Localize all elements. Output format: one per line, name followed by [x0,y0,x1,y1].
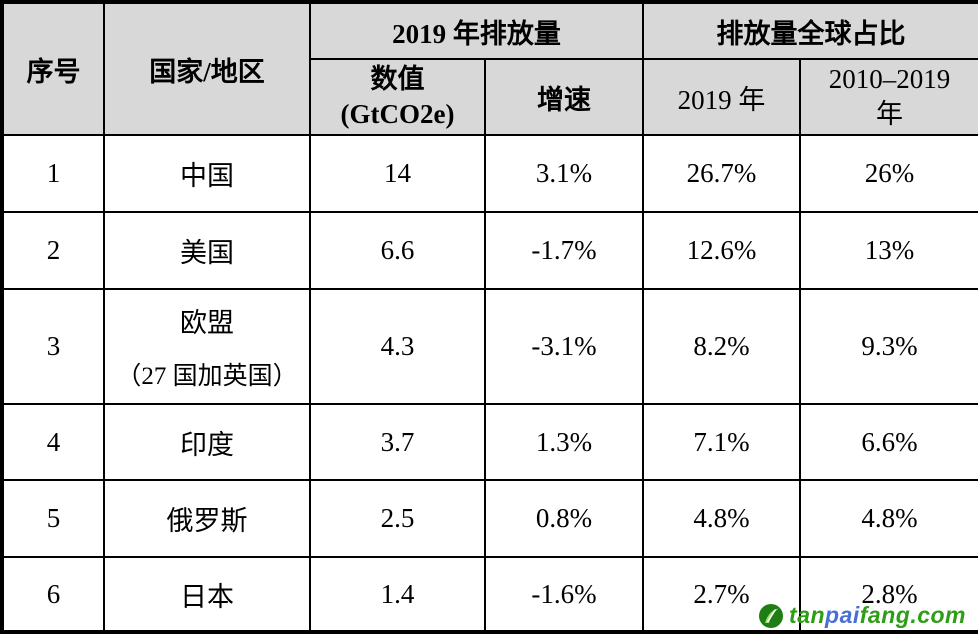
cell-country: 日本 [103,556,311,633]
country-name: 欧盟 [180,308,234,338]
cell-growth: 3.1% [484,134,644,213]
table-row: 6 日本 1.4 -1.6% 2.7% 2.8% [1,556,978,633]
table-row: 4 印度 3.7 1.3% 7.1% 6.6% [1,403,978,481]
cell-share-decade: 4.8% [799,479,978,558]
cell-share-2019: 7.1% [642,403,801,481]
cell-growth: 0.8% [484,479,644,558]
cell-no: 4 [1,403,105,481]
header-value-line1: 数值 [370,63,425,94]
cell-no: 6 [1,556,105,633]
cell-no: 3 [1,288,105,405]
cell-value: 4.3 [309,288,486,405]
header-group-2019-emissions: 2019 年排放量 [309,1,644,60]
cell-growth: -1.7% [484,211,644,290]
header-value-gtco2e: 数值 (GtCO2e) [309,58,486,136]
cell-value: 2.5 [309,479,486,558]
cell-value: 1.4 [309,556,486,633]
tanpaifang-logo-icon [758,603,784,629]
cell-no: 1 [1,134,105,213]
cell-share-decade: 6.6% [799,403,978,481]
cell-country: 欧盟 （27 国加英国） [103,288,311,405]
cell-share-decade: 26% [799,134,978,213]
cell-country: 中国 [103,134,311,213]
country-name: 印度 [180,429,234,460]
header-share-2010-2019: 2010–2019 年 [799,58,978,136]
watermark-part-fang: fang.com [859,602,966,628]
cell-share-2019: 4.8% [642,479,801,558]
table-row: 5 俄罗斯 2.5 0.8% 4.8% 4.8% [1,479,978,558]
country-name: 俄罗斯 [166,506,248,536]
cell-share-2019: 2.7% [642,556,801,633]
header-value-line2: (GtCO2e) [340,99,455,129]
cell-share-decade: 9.3% [799,288,978,405]
cell-country: 美国 [103,211,311,290]
country-name: 中国 [180,161,234,191]
cell-country: 印度 [103,403,311,481]
watermark-part-tan: tan [789,602,826,628]
header-share-2019: 2019 年 [642,58,801,136]
cell-growth: -3.1% [484,288,644,405]
cell-value: 6.6 [309,211,486,290]
header-group-global-share: 排放量全球占比 [642,1,978,60]
header-share-decade-line2: 年 [876,99,903,129]
cell-share-2019: 12.6% [642,211,801,290]
country-name: 日本 [180,581,234,612]
cell-no: 2 [1,211,105,290]
header-growth: 增速 [484,58,644,136]
cell-no: 5 [1,479,105,558]
cell-share-2019: 26.7% [642,134,801,213]
cell-growth: -1.6% [484,556,644,633]
country-note: （27 国加英国） [116,363,298,390]
cell-value: 14 [309,134,486,213]
table-row: 3 欧盟 （27 国加英国） 4.3 -3.1% 8.2% 9.3% [1,288,978,405]
table-row: 2 美国 6.6 -1.7% 12.6% 13% [1,211,978,290]
header-share-decade-line1: 2010–2019 [828,63,951,94]
cell-value: 3.7 [309,403,486,481]
cell-share-2019: 8.2% [642,288,801,405]
header-country: 国家/地区 [103,1,311,136]
table-header: 序号 国家/地区 2019 年排放量 排放量全球占比 数值 (GtCO2e) 增… [1,1,978,136]
watermark-part-pai: pai [825,602,860,628]
cell-share-decade: 2.8% [799,556,978,633]
watermark: tanpaifang.com [758,602,966,629]
table-row: 1 中国 14 3.1% 26.7% 26% [1,134,978,213]
header-no: 序号 [1,1,105,136]
cell-country: 俄罗斯 [103,479,311,558]
watermark-text: tanpaifang.com [789,602,966,629]
country-name: 美国 [180,238,234,268]
cell-growth: 1.3% [484,403,644,481]
cell-share-decade: 13% [799,211,978,290]
